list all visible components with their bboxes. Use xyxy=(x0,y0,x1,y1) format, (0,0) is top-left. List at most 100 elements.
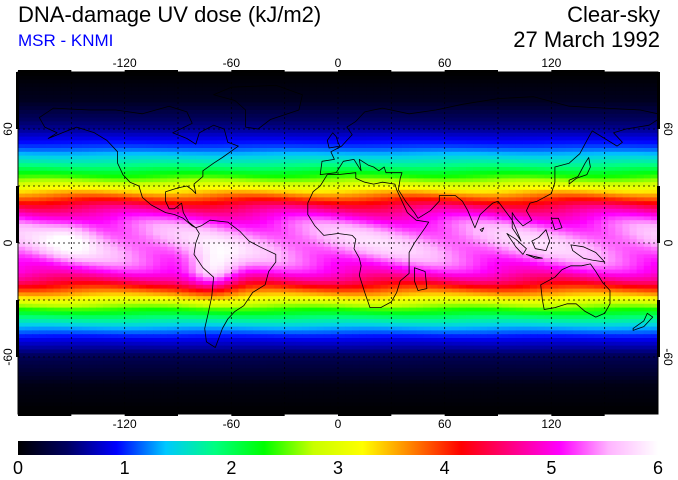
dose-cell xyxy=(281,132,289,138)
dose-cell xyxy=(146,121,154,126)
dose-cell xyxy=(217,148,225,153)
dose-cell xyxy=(32,140,40,145)
dose-cell xyxy=(53,91,62,96)
dose-cell xyxy=(188,148,197,153)
dose-cell xyxy=(558,129,567,134)
dose-cell xyxy=(103,212,112,217)
dose-cell xyxy=(131,91,140,96)
dose-cell xyxy=(25,189,33,195)
dose-cell xyxy=(82,205,90,210)
dose-cell xyxy=(487,155,496,160)
dose-cell xyxy=(565,75,574,81)
dose-cell xyxy=(480,129,488,134)
dose-cell xyxy=(451,155,460,160)
dose-cell xyxy=(409,136,417,141)
dose-cell xyxy=(530,159,538,164)
dose-cell xyxy=(565,121,574,126)
dose-cell xyxy=(174,167,183,172)
dose-cell xyxy=(480,216,488,221)
dose-cell xyxy=(345,113,353,119)
dose-cell xyxy=(160,148,168,153)
dose-cell xyxy=(309,182,318,187)
dose-cell xyxy=(266,205,275,210)
dose-cell xyxy=(60,170,69,176)
dose-cell xyxy=(416,182,424,187)
dose-cell xyxy=(565,193,574,198)
dose-cell xyxy=(53,125,62,130)
dose-cell xyxy=(515,163,524,168)
dose-cell xyxy=(252,144,261,149)
dose-cell xyxy=(288,193,296,198)
dose-cell xyxy=(288,216,296,221)
dose-cell xyxy=(60,186,69,191)
dose-cell xyxy=(60,201,69,206)
dose-cell xyxy=(316,208,325,214)
dose-cell xyxy=(402,178,410,183)
dose-cell xyxy=(330,155,339,160)
dose-cell xyxy=(387,87,396,92)
dose-cell xyxy=(416,201,424,206)
dose-cell xyxy=(67,174,76,179)
dose-cell xyxy=(423,125,432,130)
dose-cell xyxy=(338,208,346,214)
dose-cell xyxy=(153,148,161,153)
dose-cell xyxy=(238,110,247,115)
dose-cell xyxy=(188,182,197,187)
dose-cell xyxy=(96,148,104,153)
dose-cell xyxy=(366,75,375,81)
dose-cell xyxy=(167,148,176,153)
dose-cell xyxy=(458,113,467,119)
dose-cell xyxy=(124,148,133,153)
dose-cell xyxy=(231,205,240,210)
dose-cell xyxy=(181,91,190,96)
dose-cell xyxy=(565,94,574,100)
dose-cell xyxy=(558,79,567,84)
dose-cell xyxy=(423,178,432,183)
dose-cell xyxy=(60,91,69,96)
dose-cell xyxy=(579,197,588,202)
dose-cell xyxy=(572,151,581,157)
dose-cell xyxy=(25,197,33,202)
dose-cell xyxy=(373,167,382,172)
dose-cell xyxy=(466,132,474,138)
dose-cell xyxy=(103,83,112,88)
dose-cell xyxy=(430,163,439,168)
dose-cell xyxy=(238,151,247,157)
dose-cell xyxy=(60,121,69,126)
dose-cell xyxy=(210,170,218,176)
dose-cell xyxy=(25,148,33,153)
dose-cell xyxy=(430,212,439,217)
dose-cell xyxy=(530,136,538,141)
dose-cell xyxy=(195,83,204,88)
dose-cell xyxy=(480,197,488,202)
dose-cell xyxy=(231,102,240,107)
dose-cell xyxy=(323,167,332,172)
dose-cell xyxy=(74,148,83,153)
dose-cell xyxy=(89,174,97,179)
dose-cell xyxy=(252,182,261,187)
dose-cell xyxy=(117,193,126,198)
dose-cell xyxy=(437,129,446,134)
dose-cell xyxy=(274,170,282,176)
dose-cell xyxy=(359,72,368,77)
dose-cell xyxy=(508,155,517,160)
dose-cell xyxy=(259,178,268,183)
dose-cell xyxy=(544,83,552,88)
dose-cell xyxy=(238,197,247,202)
dose-cell xyxy=(32,102,40,107)
dose-cell xyxy=(153,72,161,77)
dose-cell xyxy=(224,98,232,103)
dose-cell xyxy=(373,151,382,157)
dose-cell xyxy=(572,132,581,138)
dose-cell xyxy=(416,72,424,77)
dose-cell xyxy=(565,170,574,176)
dose-cell xyxy=(522,91,531,96)
dose-cell xyxy=(138,72,147,77)
dose-cell xyxy=(252,94,261,100)
dose-cell xyxy=(224,159,232,164)
dose-cell xyxy=(110,72,119,77)
dose-cell xyxy=(96,144,104,149)
dose-cell xyxy=(131,117,140,122)
dose-cell xyxy=(387,129,396,134)
dose-cell xyxy=(444,136,453,141)
